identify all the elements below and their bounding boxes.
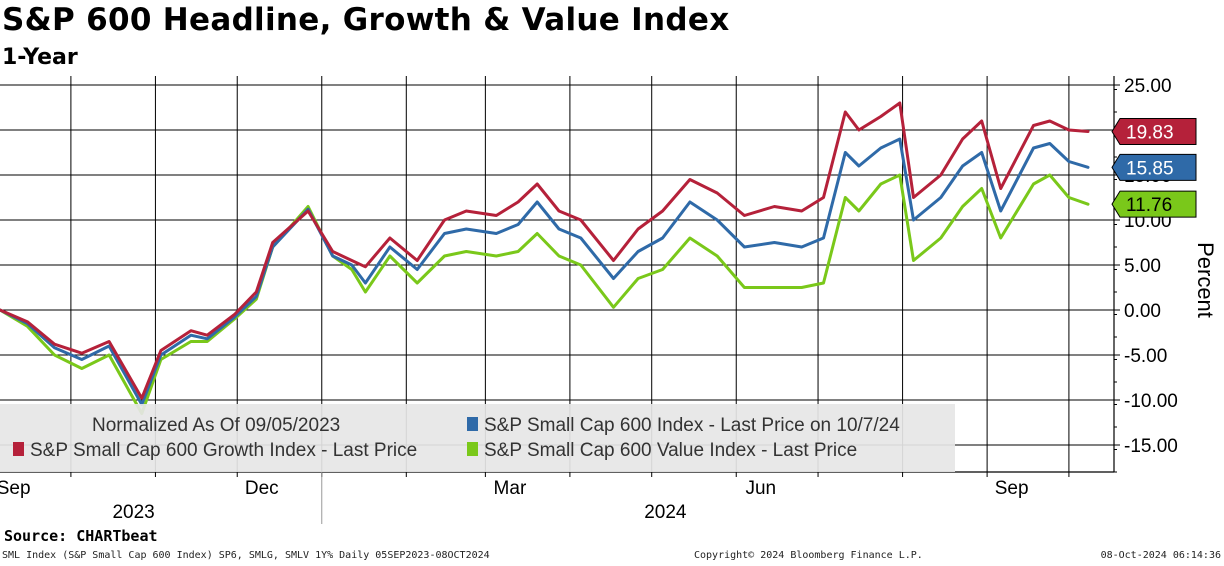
legend-swatch-headline	[467, 417, 478, 431]
x-tick-label: Mar	[494, 478, 527, 499]
last-value-markers: 19.83 15.85 11.76	[1111, 118, 1197, 218]
series-line	[0, 137, 1090, 406]
legend-swatch-growth	[13, 442, 24, 456]
legend: Normalized As Of 09/05/2023 S&P Small Cap…	[0, 404, 955, 472]
x-tick-label: Sep	[995, 478, 1029, 499]
copyright-note: Copyright© 2024 Bloomberg Finance L.P.	[694, 550, 923, 561]
legend-label-headline: S&P Small Cap 600 Index - Last Price on …	[484, 415, 900, 436]
y-tick-label: -10.00	[1124, 391, 1178, 412]
source-note: Source: CHARTbeat	[4, 527, 158, 545]
legend-note: Normalized As Of 09/05/2023	[92, 415, 340, 436]
last-value-value-label: 11.76	[1126, 195, 1172, 216]
year-label: 2024	[644, 502, 687, 523]
legend-label-value: S&P Small Cap 600 Value Index - Last Pri…	[484, 440, 857, 461]
y-tick-label: 25.00	[1124, 76, 1172, 97]
timestamp: 08-Oct-2024 06:14:36	[1100, 550, 1221, 561]
legend-swatch-value	[467, 442, 478, 456]
series-line	[0, 173, 1090, 415]
last-value-growth-label: 19.83	[1126, 123, 1174, 144]
last-value-headline-label: 15.85	[1126, 158, 1174, 179]
y-tick-label: -5.00	[1124, 346, 1167, 367]
x-tick-label: Jun	[745, 478, 776, 499]
chart-title: S&P 600 Headline, Growth & Value Index	[2, 2, 730, 38]
x-tick-label: Dec	[245, 478, 279, 499]
y-tick-label: -15.00	[1124, 436, 1178, 457]
ticker-info: SML Index (S&P Small Cap 600 Index) SP6,…	[2, 550, 490, 561]
last-value-value-tag	[1111, 190, 1197, 218]
series-line	[0, 101, 1090, 400]
series-lines	[0, 101, 1090, 415]
last-value-headline-tag	[1111, 153, 1197, 181]
last-value-growth-tag	[1111, 118, 1197, 146]
y-tick-label: 0.00	[1124, 301, 1161, 322]
chart-subtitle: 1-Year	[2, 45, 78, 70]
legend-box	[0, 404, 955, 472]
x-tick-label: Sep	[0, 478, 31, 499]
y-tick-label: 5.00	[1124, 256, 1161, 277]
year-label: 2023	[112, 502, 154, 523]
y-axis-title: Percent	[1193, 242, 1218, 318]
legend-label-growth: S&P Small Cap 600 Growth Index - Last Pr…	[30, 440, 417, 461]
